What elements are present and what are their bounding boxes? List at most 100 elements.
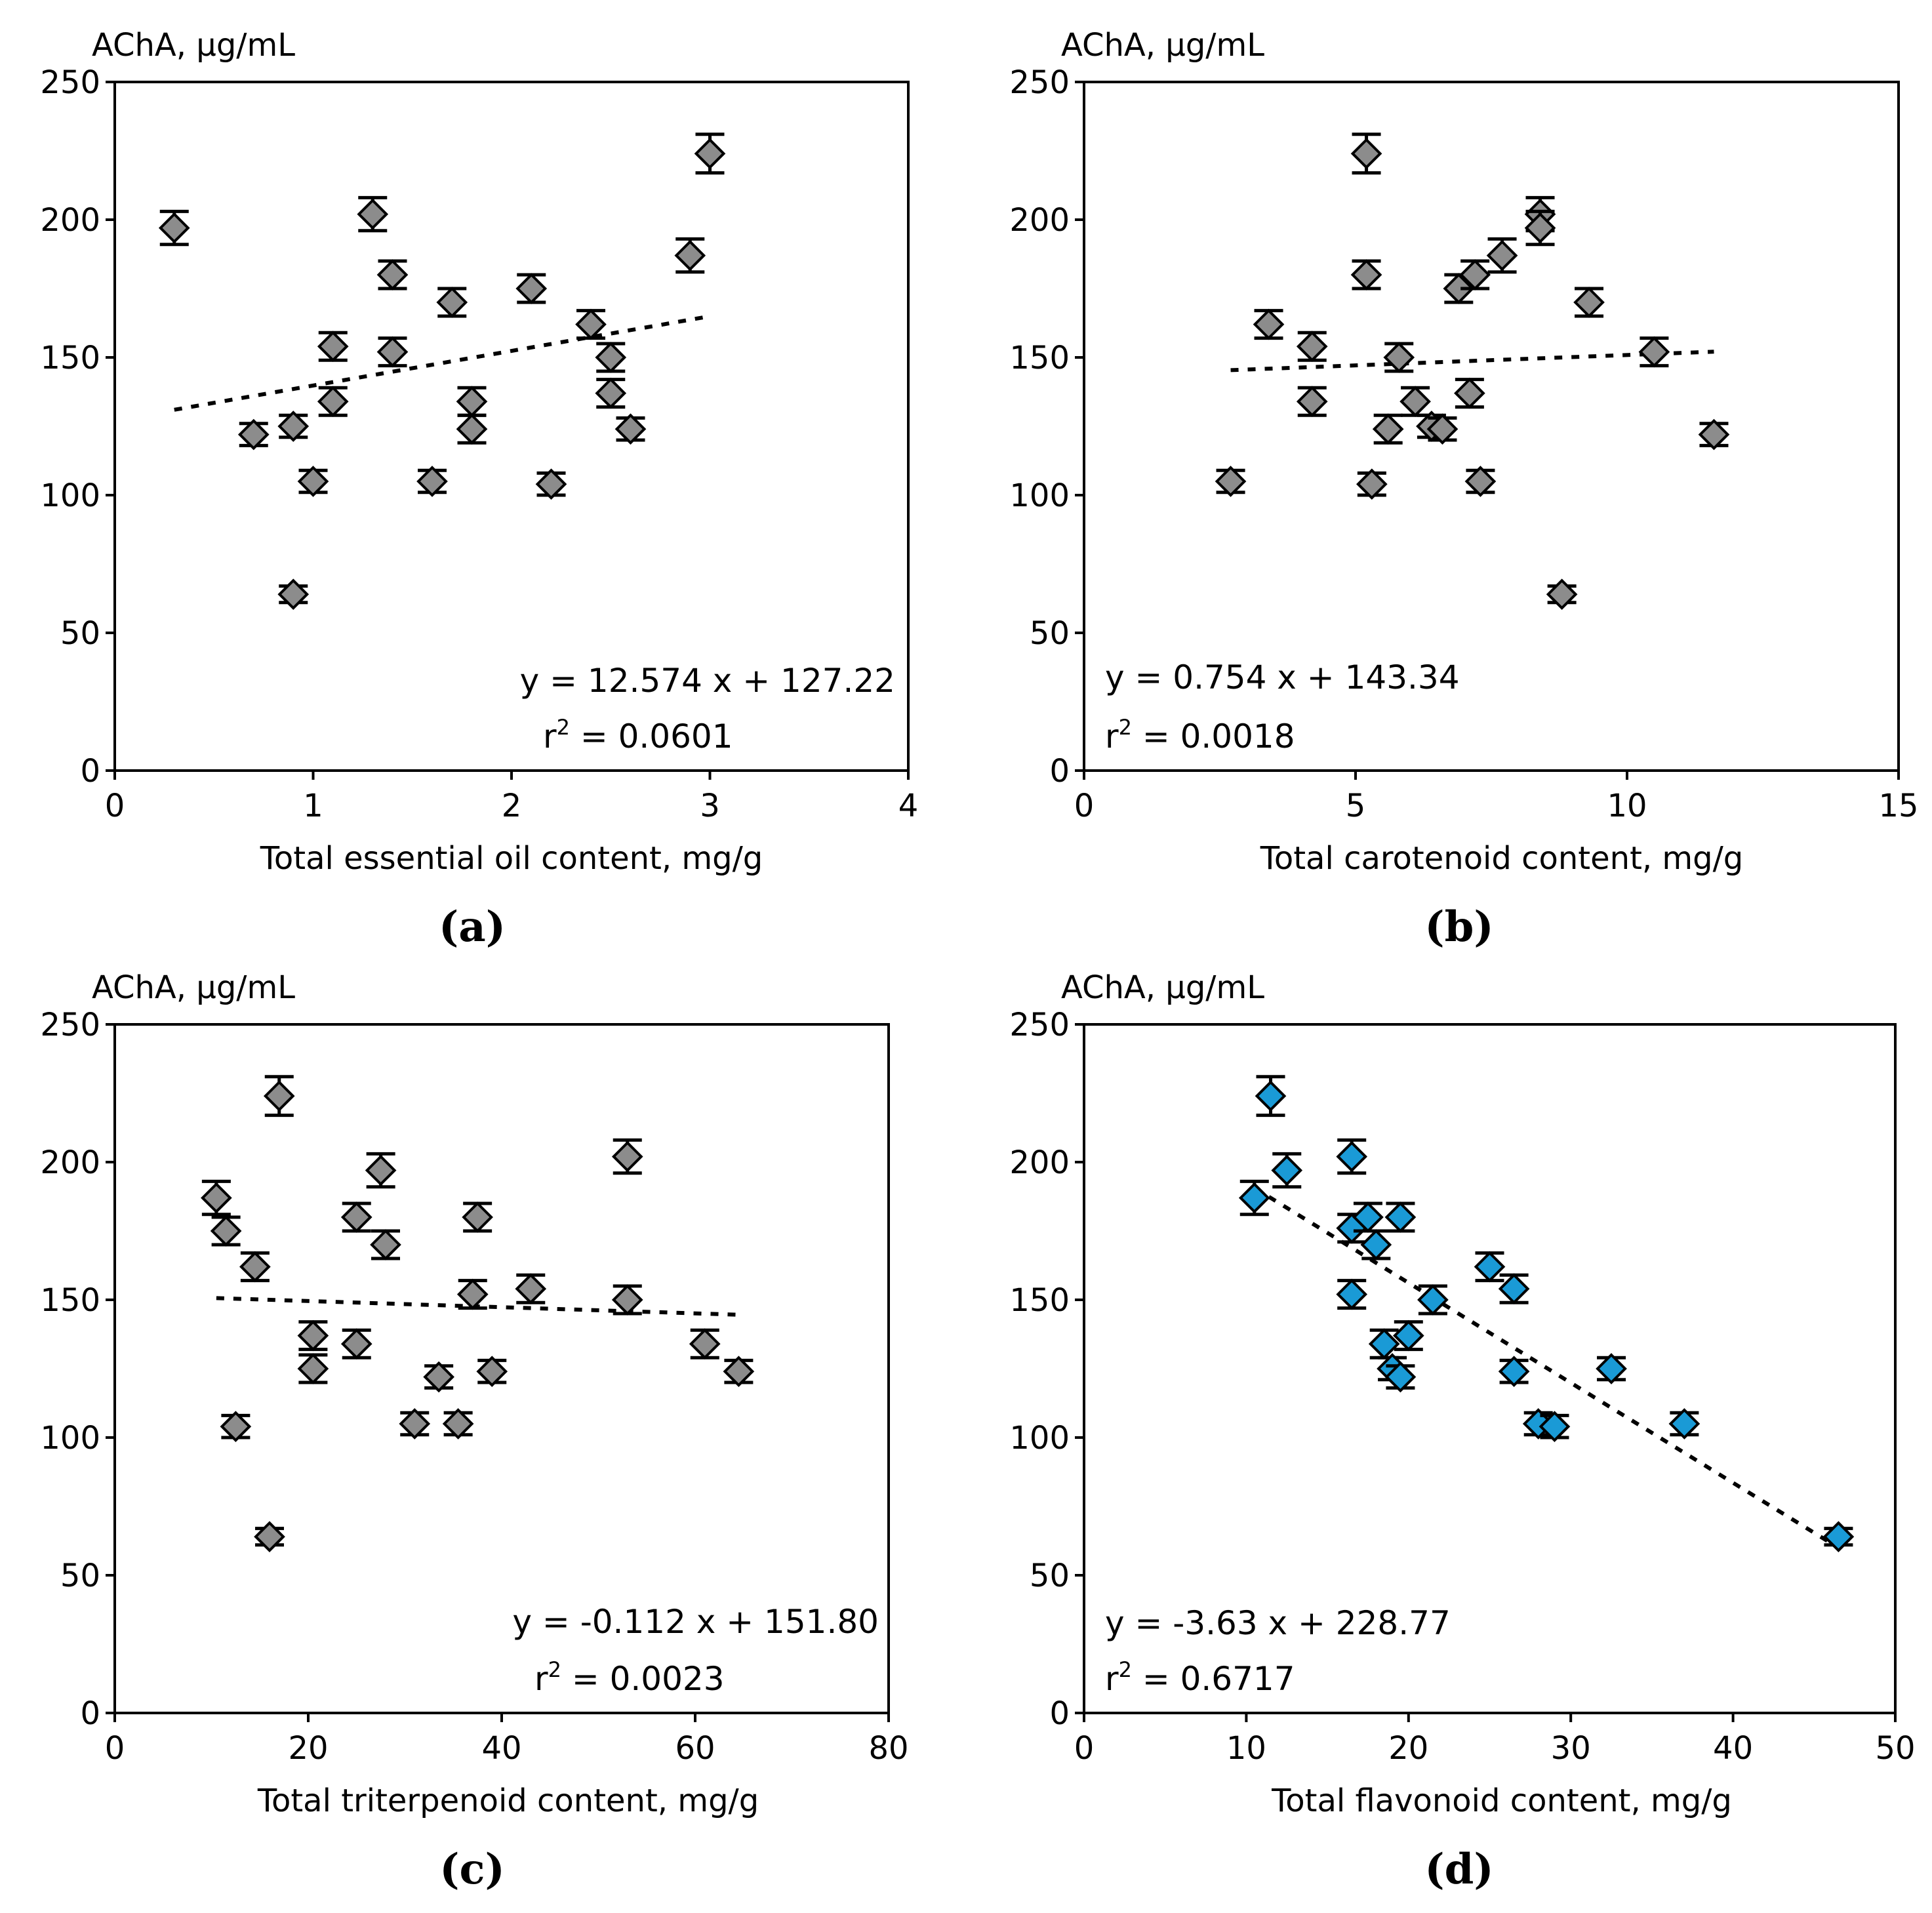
y-tick-label: 50 — [60, 1558, 100, 1594]
diamond-marker — [1356, 468, 1388, 500]
data-points — [1215, 132, 1730, 611]
diamond-marker — [575, 308, 607, 340]
diamond-marker — [416, 466, 448, 497]
data-point — [399, 1408, 431, 1440]
diamond-marker — [277, 578, 310, 611]
diamond-marker — [1399, 386, 1431, 418]
data-point — [357, 195, 389, 233]
diamond-marker — [456, 386, 488, 418]
data-point — [254, 1521, 285, 1553]
x-tick-label: 1 — [303, 788, 323, 824]
data-point — [515, 1273, 547, 1305]
x-tick-label: 0 — [1074, 1730, 1095, 1767]
data-point — [456, 413, 488, 445]
y-tick-label: 150 — [1009, 340, 1070, 376]
y-tick-label: 0 — [80, 753, 100, 790]
diamond-marker — [220, 1411, 252, 1443]
data-point — [297, 1319, 329, 1352]
diamond-marker — [370, 1229, 401, 1260]
trendline — [174, 314, 711, 412]
diamond-marker — [1822, 1521, 1855, 1553]
diamond-marker — [1296, 331, 1328, 363]
data-point — [340, 1328, 372, 1360]
diamond-marker — [674, 239, 706, 272]
data-point — [416, 466, 448, 497]
data-points — [1238, 1075, 1855, 1553]
diamond-marker — [1638, 336, 1670, 368]
panel-a: AChA, μg/mL Total essential oil content,… — [40, 27, 918, 952]
data-point — [423, 1361, 454, 1393]
plot-frame — [1083, 81, 1900, 772]
x-tick-label: 10 — [1226, 1730, 1266, 1767]
data-point — [1215, 466, 1247, 497]
data-point — [1352, 1201, 1384, 1233]
diamond-marker — [158, 212, 190, 244]
data-point — [1426, 413, 1459, 445]
data-point — [1417, 1284, 1449, 1316]
data-point — [442, 1408, 474, 1440]
axis-ticks: 0 10 20 30 40 50 0 50 100 150 200 250 — [1009, 1007, 1915, 1767]
y-tick-label: 250 — [40, 64, 100, 101]
x-tick-label: 30 — [1551, 1730, 1591, 1767]
data-point — [694, 132, 726, 175]
y-tick-label: 0 — [1049, 753, 1070, 790]
diamond-marker — [1350, 138, 1382, 170]
data-point — [263, 1075, 295, 1118]
diamond-marker — [365, 1154, 397, 1186]
diamond-marker — [277, 411, 310, 442]
y-tick-label: 250 — [1009, 1007, 1070, 1043]
diamond-marker — [462, 1201, 493, 1233]
diamond-marker — [1384, 1361, 1417, 1393]
trendline — [1253, 1186, 1840, 1550]
diamond-marker — [476, 1356, 508, 1388]
y-tick-label: 200 — [40, 202, 100, 239]
y-axis-label: AChA, μg/mL — [1061, 969, 1264, 1006]
y-tick-label: 50 — [60, 615, 100, 652]
data-point — [1336, 1212, 1368, 1244]
diamond-marker — [1238, 1182, 1270, 1214]
data-point — [1271, 1152, 1303, 1189]
diamond-marker — [1474, 1251, 1506, 1283]
data-point — [1336, 1278, 1368, 1310]
data-point — [674, 237, 706, 274]
y-tick-label: 200 — [1009, 202, 1070, 239]
diamond-marker — [1498, 1273, 1530, 1305]
data-point — [1253, 308, 1285, 340]
x-axis-label: Total carotenoid content, mg/g — [1260, 840, 1744, 877]
diamond-marker — [297, 466, 329, 497]
diamond-marker — [239, 1251, 271, 1283]
diamond-marker — [436, 287, 468, 318]
trendline — [216, 1296, 739, 1317]
diamond-marker — [1392, 1319, 1424, 1352]
x-axis-label: Total essential oil content, mg/g — [260, 840, 763, 877]
diamond-marker — [456, 413, 488, 445]
x-tick-label: 80 — [868, 1730, 908, 1767]
data-point — [1539, 1411, 1571, 1443]
x-tick-label: 40 — [481, 1730, 521, 1767]
data-point — [1596, 1353, 1627, 1384]
data-point — [220, 1411, 252, 1443]
diamond-marker — [1384, 1201, 1417, 1233]
y-axis-label: AChA, μg/mL — [92, 27, 295, 64]
diamond-marker — [1698, 418, 1730, 451]
data-point — [1350, 259, 1382, 291]
data-point — [723, 1356, 755, 1388]
data-point — [614, 413, 647, 445]
data-point — [611, 1138, 643, 1175]
r-squared: r2 = 0.0023 — [534, 1657, 725, 1698]
data-point — [1383, 342, 1415, 373]
y-tick-label: 250 — [40, 1007, 100, 1043]
regression-equation: y = -3.63 x + 228.77 — [1105, 1604, 1451, 1642]
data-point — [595, 342, 627, 373]
data-point — [1296, 386, 1328, 418]
diamond-marker — [1271, 1154, 1303, 1186]
x-tick-label: 0 — [105, 1730, 125, 1767]
data-point — [239, 1251, 271, 1283]
plot-frame — [1083, 1023, 1897, 1714]
diamond-marker — [297, 1319, 329, 1352]
diamond-marker — [611, 1140, 643, 1173]
data-point — [1486, 237, 1518, 274]
data-point — [297, 1353, 329, 1384]
diamond-marker — [1296, 386, 1328, 418]
panel-c: AChA, μg/mL Total triterpenoid content, … — [40, 969, 908, 1894]
